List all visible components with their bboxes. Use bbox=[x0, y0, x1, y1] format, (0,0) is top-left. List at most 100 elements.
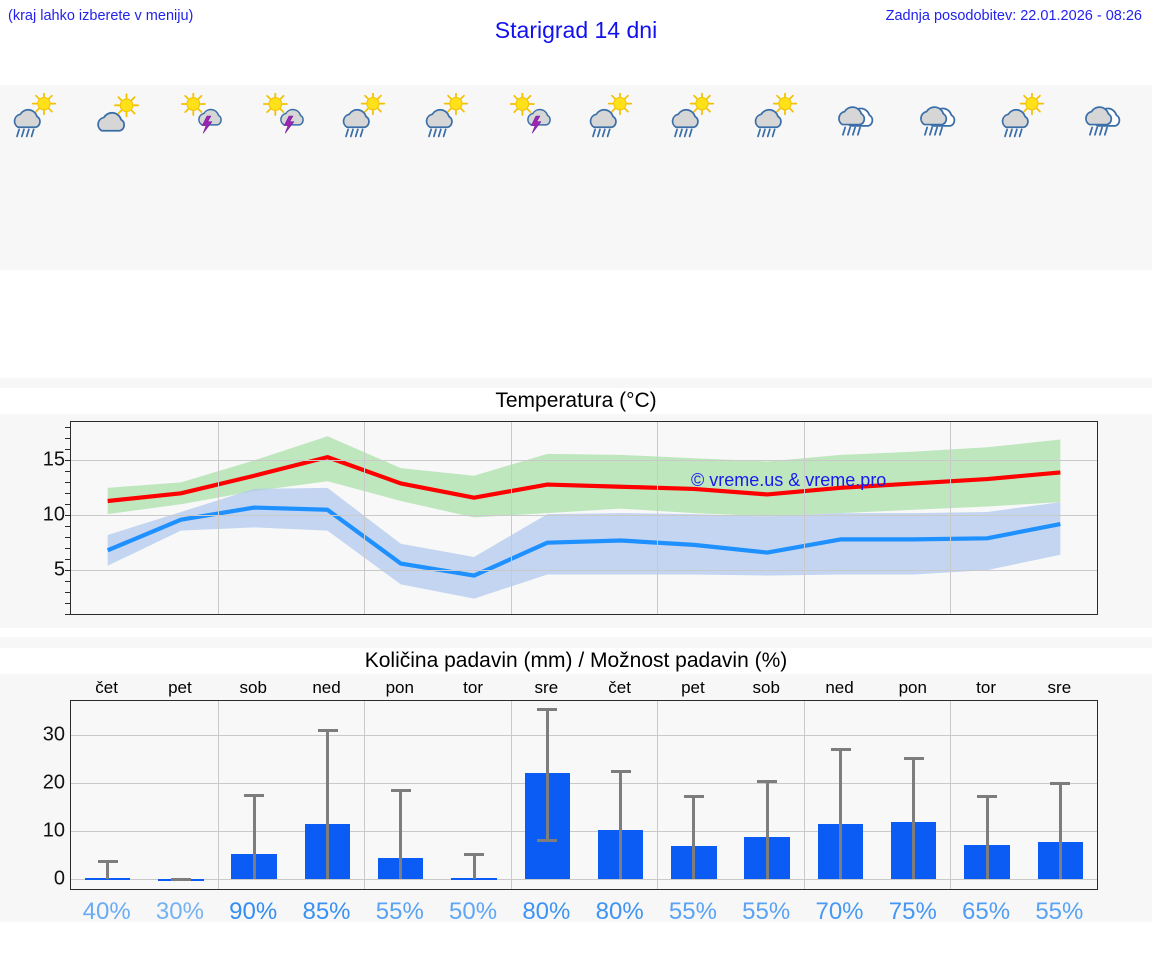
sun-cloud-rain-icon bbox=[585, 91, 649, 151]
precipitation-vertical-gridline bbox=[510, 701, 512, 889]
cloud-glyph bbox=[1001, 108, 1029, 129]
daily-forecast-day[interactable] bbox=[823, 85, 905, 270]
precipitation-vertical-gridline bbox=[217, 701, 219, 889]
cloud-rain-icon bbox=[914, 93, 978, 151]
precipitation-error-cap-top bbox=[97, 860, 118, 864]
sun-glyph bbox=[1019, 91, 1044, 116]
precipitation-day-label: tor bbox=[976, 678, 996, 697]
precipitation-y-tick-label: 0 bbox=[53, 867, 65, 890]
rain-glyph bbox=[841, 126, 861, 136]
temperature-vertical-gridline bbox=[657, 422, 659, 614]
temperature-y-tick-label: 10 bbox=[42, 503, 65, 526]
precipitation-probability-label: 80% bbox=[522, 898, 571, 925]
temperature-vertical-gridline bbox=[510, 422, 512, 614]
rain-glyph bbox=[1003, 128, 1023, 138]
temperature-minor-tick bbox=[65, 614, 71, 615]
cloud-rain-icon bbox=[832, 93, 896, 151]
lightning-glyph bbox=[283, 115, 295, 134]
temperature-gridline bbox=[71, 570, 1097, 572]
daily-forecast-day[interactable] bbox=[165, 85, 247, 270]
daily-forecast-day[interactable] bbox=[494, 85, 576, 270]
daily-forecast-day[interactable] bbox=[741, 85, 823, 270]
cloud-glyph bbox=[13, 108, 41, 129]
precipitation-probability-label: 80% bbox=[595, 898, 644, 925]
precipitation-chart-title: Količina padavin (mm) / Možnost padavin … bbox=[0, 648, 1152, 674]
precipitation-gridline bbox=[71, 734, 1097, 736]
precipitation-error-bar bbox=[399, 788, 403, 880]
daily-forecast-day[interactable] bbox=[329, 85, 411, 270]
cloud-rain-icon bbox=[1079, 93, 1143, 151]
daily-forecast-day[interactable] bbox=[82, 85, 164, 270]
precipitation-y-tick-label: 30 bbox=[42, 723, 65, 746]
precipitation-error-cap-top bbox=[464, 853, 485, 857]
precipitation-day-label: sob bbox=[752, 678, 780, 697]
precipitation-day-label: pet bbox=[681, 678, 705, 697]
precipitation-bar[interactable] bbox=[84, 878, 131, 881]
precipitation-error-bar bbox=[106, 860, 110, 880]
precipitation-error-bar bbox=[326, 729, 329, 880]
precipitation-vertical-gridline bbox=[364, 701, 366, 889]
precipitation-gridline bbox=[71, 831, 1097, 833]
daily-forecast-strip bbox=[0, 85, 1152, 270]
daily-forecast-day[interactable] bbox=[658, 85, 740, 270]
menu-hint: (kraj lahko izberete v meniju) bbox=[8, 8, 194, 24]
precipitation-day-label: ned bbox=[312, 678, 341, 697]
daily-forecast-day[interactable] bbox=[987, 85, 1069, 270]
sun-cloud-rain-icon bbox=[338, 91, 402, 151]
daily-forecast-day[interactable] bbox=[0, 85, 82, 270]
daily-forecast-day[interactable] bbox=[247, 85, 329, 270]
temperature-vertical-gridline bbox=[950, 422, 952, 614]
sun-cloud-icon bbox=[91, 93, 155, 151]
temperature-minor-tick bbox=[65, 449, 71, 451]
sun-glyph bbox=[772, 91, 797, 116]
temperature-chart-title: Temperatura (°C) bbox=[0, 388, 1152, 414]
precipitation-y-tick-label: 20 bbox=[42, 771, 65, 794]
daily-forecast-day[interactable] bbox=[1070, 85, 1152, 270]
sun-cloud-rain-icon bbox=[750, 91, 814, 151]
sun-glyph bbox=[607, 91, 633, 116]
temperature-minor-tick bbox=[65, 526, 71, 528]
lightning-glyph bbox=[530, 115, 541, 134]
sun-cloud-rain-icon bbox=[421, 91, 485, 151]
sun-cloud-rain-icon bbox=[667, 91, 731, 151]
sun-cloud-thunder-icon bbox=[256, 92, 320, 151]
watermark-text: © vreme.us & vreme.pro bbox=[691, 470, 887, 490]
precipitation-probability-label: 55% bbox=[1035, 898, 1084, 925]
temperature-minor-tick bbox=[65, 460, 71, 462]
precipitation-probability-label: 70% bbox=[815, 898, 864, 925]
daily-forecast-day[interactable] bbox=[411, 85, 493, 270]
temperature-minor-tick bbox=[65, 515, 71, 517]
daily-forecast-day[interactable] bbox=[576, 85, 658, 270]
precipitation-error-cap-top bbox=[170, 877, 191, 881]
temperature-vertical-gridline bbox=[364, 422, 366, 614]
rain-glyph bbox=[924, 126, 944, 136]
temperature-series-svg bbox=[106, 436, 1061, 599]
temperature-vertical-gridline bbox=[803, 422, 805, 614]
sun-glyph bbox=[31, 91, 57, 116]
precipitation-error-bar bbox=[545, 708, 549, 840]
rain-glyph bbox=[592, 128, 611, 138]
precipitation-error-cap-top bbox=[610, 770, 631, 774]
daily-forecast-day[interactable] bbox=[905, 85, 987, 270]
temperature-minor-tick bbox=[65, 482, 71, 484]
precipitation-error-bar bbox=[985, 795, 989, 880]
temperature-minor-tick bbox=[65, 581, 71, 583]
precipitation-probability-label: 85% bbox=[302, 898, 351, 925]
lightning-glyph bbox=[201, 115, 212, 134]
precipitation-y-tick-label: 10 bbox=[42, 819, 65, 842]
cloud-glyph bbox=[838, 106, 866, 126]
precipitation-error-cap-top bbox=[390, 788, 411, 792]
rain-glyph bbox=[1088, 126, 1108, 136]
precipitation-vertical-gridline bbox=[950, 701, 952, 889]
precipitation-day-label: sre bbox=[534, 678, 559, 697]
precipitation-error-cap-top bbox=[1050, 781, 1071, 785]
precipitation-probability-label: 65% bbox=[962, 898, 1011, 925]
temperature-minor-tick bbox=[65, 427, 71, 429]
precipitation-probability-label: 40% bbox=[82, 898, 131, 925]
precipitation-day-label: pon bbox=[898, 678, 927, 697]
precipitation-day-label: pet bbox=[168, 678, 192, 697]
precipitation-error-bar bbox=[912, 756, 916, 880]
precipitation-error-bar bbox=[252, 794, 256, 880]
temperature-y-tick-label: 15 bbox=[42, 448, 65, 471]
precipitation-plot-area: 0 10 20 30 bbox=[43, 700, 1098, 890]
